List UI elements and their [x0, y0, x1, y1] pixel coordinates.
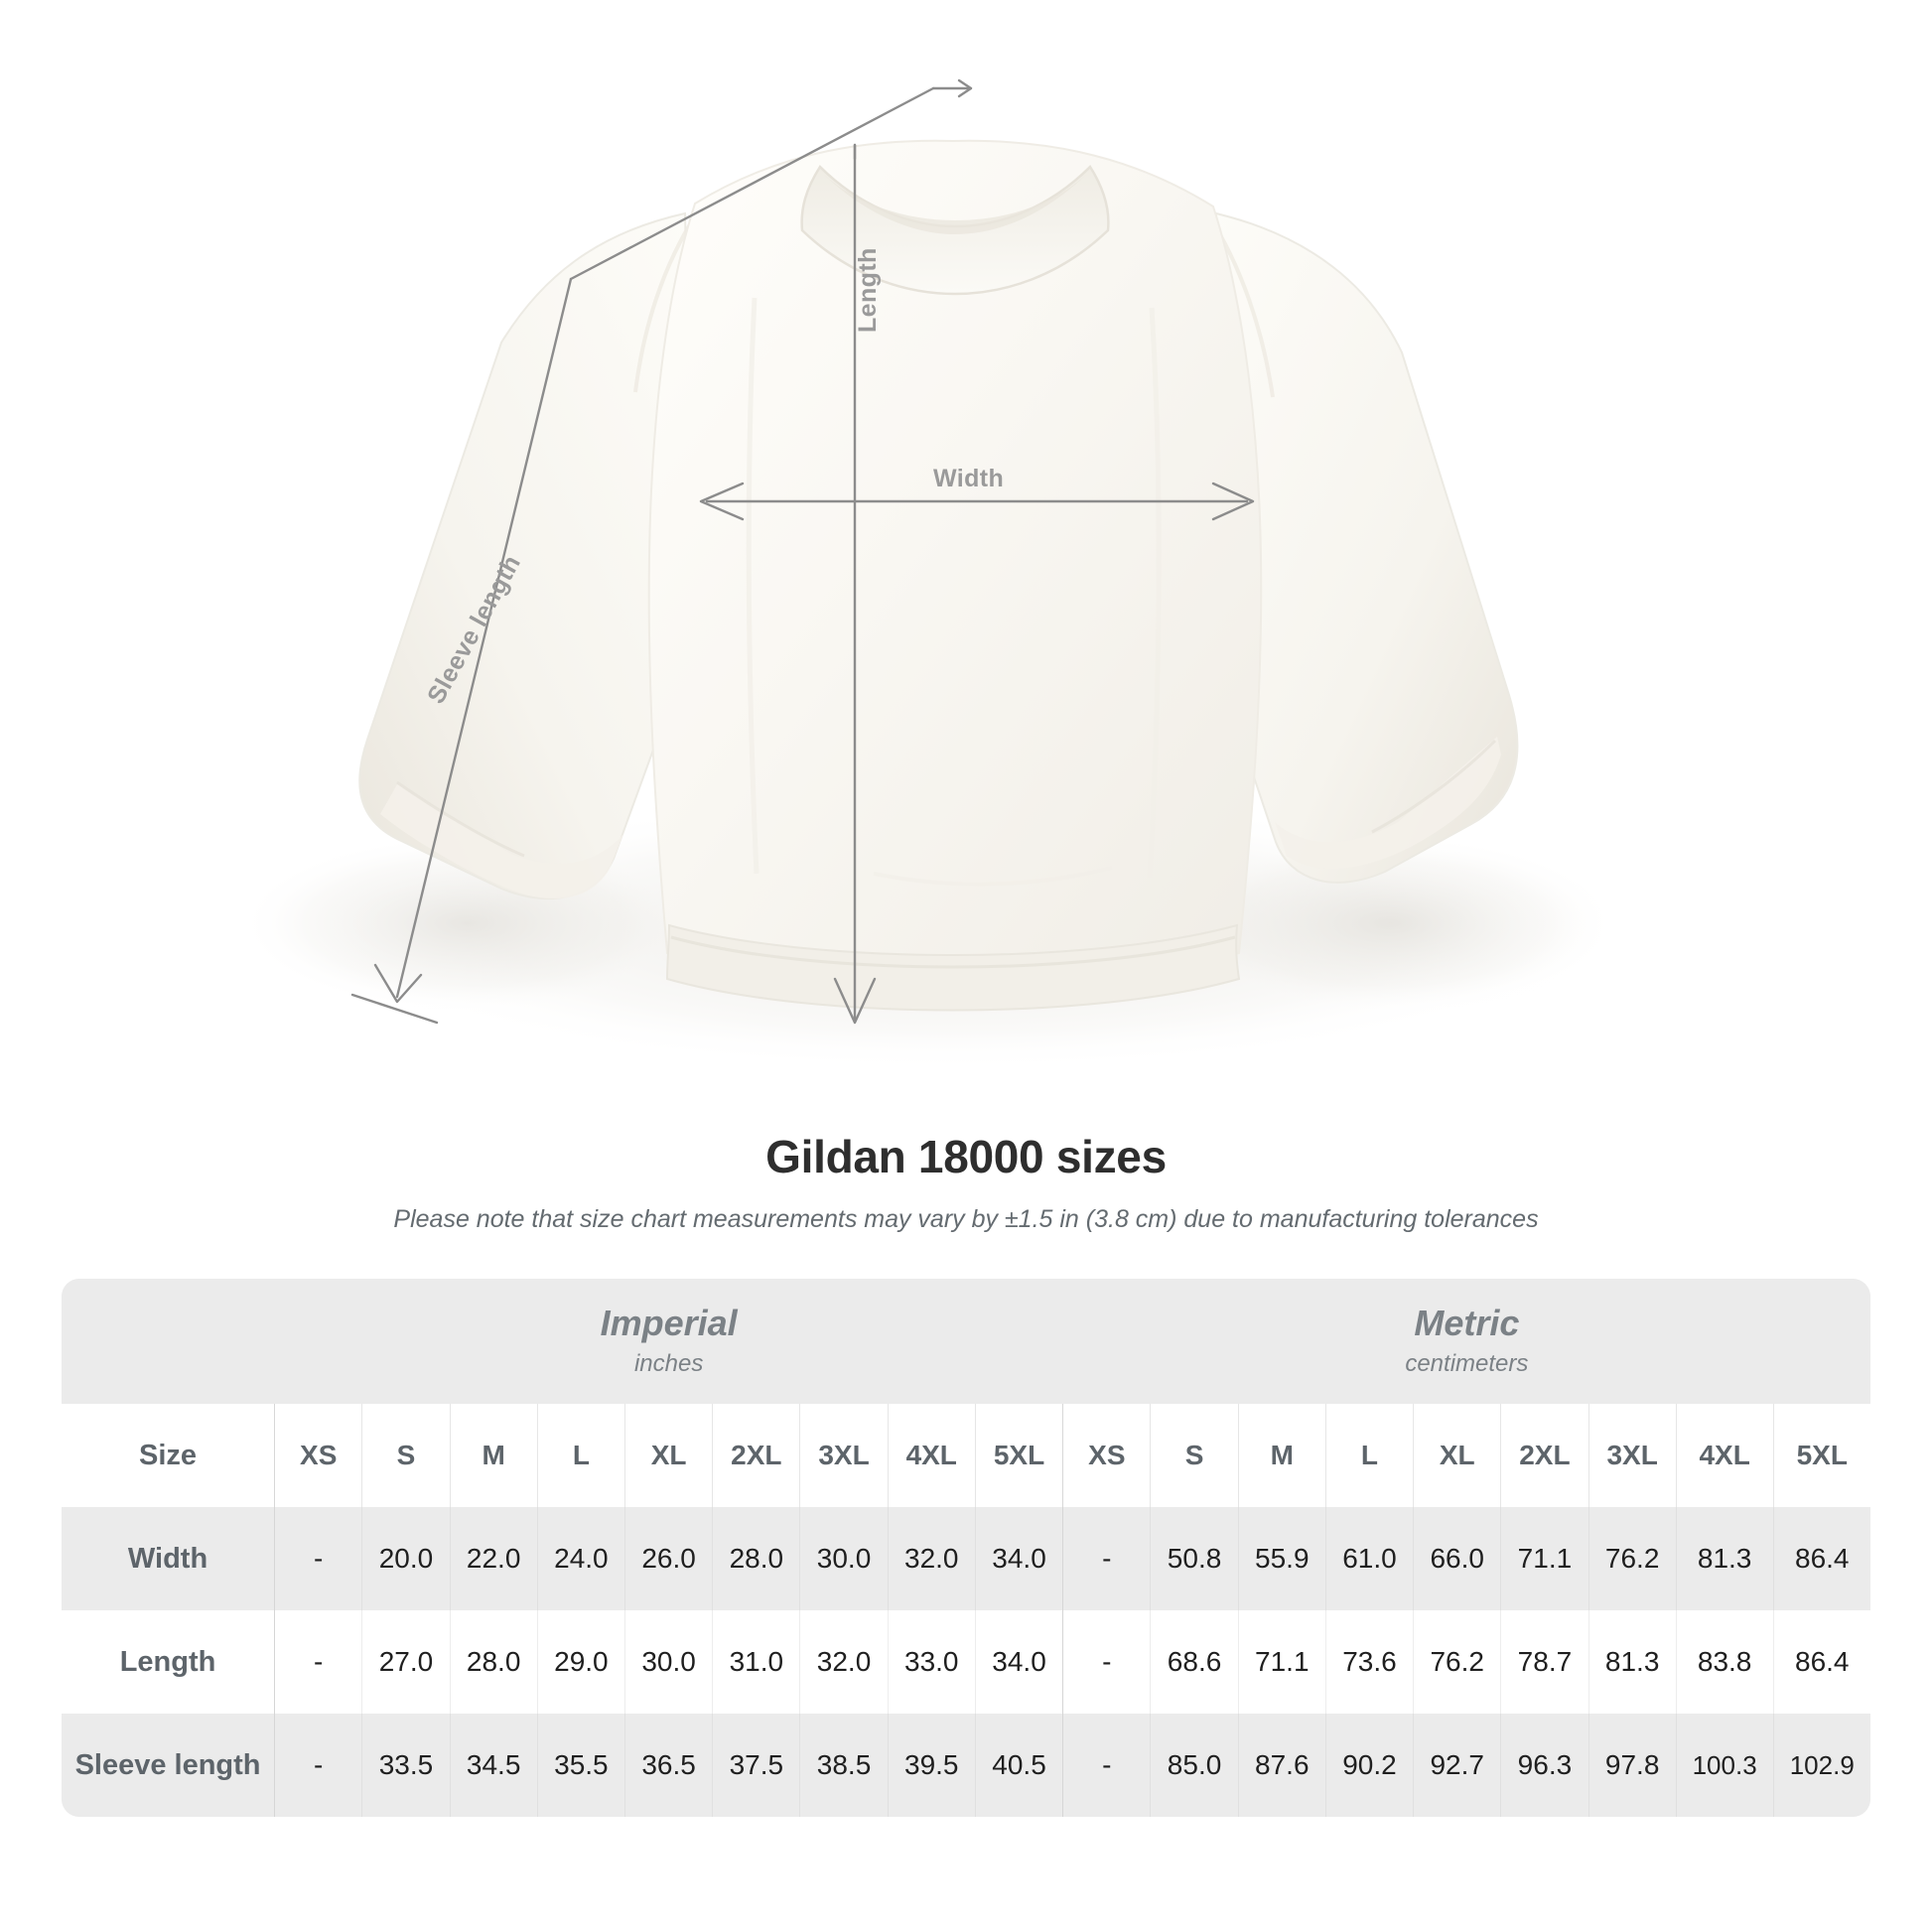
size-header-label: Size: [62, 1404, 275, 1507]
col-header-imperial-xs: XS: [274, 1404, 362, 1507]
cell-sleeve-metric-s: 85.0: [1150, 1714, 1239, 1817]
row-label-sleeve-length: Sleeve length: [62, 1714, 275, 1817]
cell-length-metric-3xl: 81.3: [1587, 1610, 1677, 1714]
cell-width-imperial-l: 24.0: [536, 1507, 625, 1610]
cell-length-imperial-xs: -: [274, 1610, 362, 1714]
sweatshirt-illustration: [238, 139, 1618, 1072]
cell-length-imperial-xl: 30.0: [623, 1610, 713, 1714]
cell-length-imperial-5xl: 34.0: [974, 1610, 1063, 1714]
cell-width-imperial-xl: 26.0: [623, 1507, 713, 1610]
tolerance-note: Please note that size chart measurements…: [393, 1205, 1539, 1233]
cell-length-imperial-s: 27.0: [361, 1610, 451, 1714]
cell-length-imperial-l: 29.0: [536, 1610, 625, 1714]
row-label-length: Length: [62, 1610, 275, 1714]
col-header-metric-xl: XL: [1413, 1404, 1501, 1507]
unit-group-imperial-name: Imperial: [600, 1302, 738, 1343]
row-label-width: Width: [62, 1507, 275, 1610]
size-chart-table: Imperial inches Metric centimeters Size …: [62, 1279, 1870, 1817]
cell-width-metric-m: 55.9: [1237, 1507, 1326, 1610]
cell-width-metric-4xl: 81.3: [1675, 1507, 1774, 1610]
cell-sleeve-imperial-5xl: 40.5: [974, 1714, 1063, 1817]
col-header-metric-3xl: 3XL: [1587, 1404, 1677, 1507]
cell-length-imperial-m: 28.0: [449, 1610, 538, 1714]
cell-sleeve-imperial-4xl: 39.5: [887, 1714, 976, 1817]
col-header-metric-xs: XS: [1062, 1404, 1151, 1507]
cell-sleeve-metric-4xl: 100.3: [1675, 1714, 1774, 1817]
col-header-metric-s: S: [1150, 1404, 1239, 1507]
col-header-imperial-3xl: 3XL: [799, 1404, 889, 1507]
cell-length-metric-5xl: 86.4: [1772, 1610, 1870, 1714]
col-header-imperial-2xl: 2XL: [712, 1404, 800, 1507]
title-block: Gildan 18000 sizes Please note that size…: [0, 1122, 1932, 1234]
size-chart-table-wrapper: Imperial inches Metric centimeters Size …: [62, 1279, 1870, 1817]
unit-banner-row: Imperial inches Metric centimeters: [62, 1279, 1870, 1404]
cell-length-imperial-3xl: 32.0: [799, 1610, 889, 1714]
cell-length-metric-xs: -: [1062, 1610, 1151, 1714]
col-header-imperial-s: S: [361, 1404, 451, 1507]
cell-width-metric-l: 61.0: [1324, 1507, 1414, 1610]
cell-sleeve-imperial-xs: -: [274, 1714, 362, 1817]
col-header-metric-5xl: 5XL: [1772, 1404, 1870, 1507]
cell-sleeve-metric-xs: -: [1062, 1714, 1151, 1817]
cell-width-imperial-m: 22.0: [449, 1507, 538, 1610]
page-title: Gildan 18000 sizes: [765, 1131, 1167, 1182]
cell-width-metric-3xl: 76.2: [1587, 1507, 1677, 1610]
cell-sleeve-imperial-xl: 36.5: [623, 1714, 713, 1817]
cell-sleeve-imperial-l: 35.5: [536, 1714, 625, 1817]
cell-sleeve-imperial-2xl: 37.5: [712, 1714, 800, 1817]
unit-group-imperial: Imperial inches: [274, 1279, 1063, 1404]
cell-length-metric-m: 71.1: [1237, 1610, 1326, 1714]
cell-length-metric-2xl: 78.7: [1500, 1610, 1589, 1714]
unit-group-imperial-sub: inches: [633, 1350, 704, 1378]
cell-width-imperial-3xl: 30.0: [799, 1507, 889, 1610]
col-header-metric-l: L: [1324, 1404, 1414, 1507]
table-row: Width - 20.0 22.0 24.0 26.0 28.0 30.0 32…: [62, 1507, 1870, 1610]
cell-sleeve-metric-xl: 92.7: [1413, 1714, 1501, 1817]
cell-width-imperial-4xl: 32.0: [887, 1507, 976, 1610]
cell-length-imperial-2xl: 31.0: [712, 1610, 800, 1714]
cell-sleeve-metric-2xl: 96.3: [1500, 1714, 1589, 1817]
size-header-row: Size XS S M L XL 2XL 3XL 4XL 5XL XS S M …: [62, 1404, 1870, 1507]
cell-width-metric-2xl: 71.1: [1500, 1507, 1589, 1610]
col-header-imperial-l: L: [536, 1404, 625, 1507]
cell-width-imperial-xs: -: [274, 1507, 362, 1610]
cell-sleeve-metric-m: 87.6: [1237, 1714, 1326, 1817]
product-photo-area: Length Width Sleeve length: [238, 78, 1618, 1072]
unit-group-metric-name: Metric: [1414, 1302, 1520, 1343]
cell-sleeve-imperial-3xl: 38.5: [799, 1714, 889, 1817]
cell-width-metric-5xl: 86.4: [1772, 1507, 1870, 1610]
cell-width-imperial-2xl: 28.0: [712, 1507, 800, 1610]
cell-sleeve-metric-l: 90.2: [1324, 1714, 1414, 1817]
col-header-imperial-m: M: [449, 1404, 538, 1507]
cell-width-metric-xs: -: [1062, 1507, 1151, 1610]
cell-sleeve-metric-5xl: 102.9: [1772, 1714, 1870, 1817]
unit-group-metric-sub: centimeters: [1405, 1350, 1529, 1378]
cell-sleeve-imperial-m: 34.5: [449, 1714, 538, 1817]
table-row: Sleeve length - 33.5 34.5 35.5 36.5 37.5…: [62, 1714, 1870, 1817]
col-header-imperial-xl: XL: [623, 1404, 713, 1507]
col-header-imperial-5xl: 5XL: [974, 1404, 1063, 1507]
col-header-imperial-4xl: 4XL: [887, 1404, 976, 1507]
cell-length-metric-l: 73.6: [1324, 1610, 1414, 1714]
width-measure-label: Width: [933, 465, 1005, 492]
cell-width-imperial-s: 20.0: [361, 1507, 451, 1610]
unit-banner-spacer: [62, 1279, 275, 1404]
cell-sleeve-imperial-s: 33.5: [361, 1714, 451, 1817]
unit-group-metric: Metric centimeters: [1062, 1279, 1870, 1404]
col-header-metric-m: M: [1237, 1404, 1326, 1507]
cell-width-metric-s: 50.8: [1150, 1507, 1239, 1610]
length-measure-label: Length: [854, 247, 882, 333]
cell-length-metric-s: 68.6: [1150, 1610, 1239, 1714]
cell-length-imperial-4xl: 33.0: [887, 1610, 976, 1714]
table-row: Length - 27.0 28.0 29.0 30.0 31.0 32.0 3…: [62, 1610, 1870, 1714]
cell-width-metric-xl: 66.0: [1413, 1507, 1501, 1610]
col-header-metric-2xl: 2XL: [1500, 1404, 1589, 1507]
cell-length-metric-xl: 76.2: [1413, 1610, 1501, 1714]
cell-width-imperial-5xl: 34.0: [974, 1507, 1063, 1610]
cell-sleeve-metric-3xl: 97.8: [1587, 1714, 1677, 1817]
cell-length-metric-4xl: 83.8: [1675, 1610, 1774, 1714]
col-header-metric-4xl: 4XL: [1675, 1404, 1774, 1507]
